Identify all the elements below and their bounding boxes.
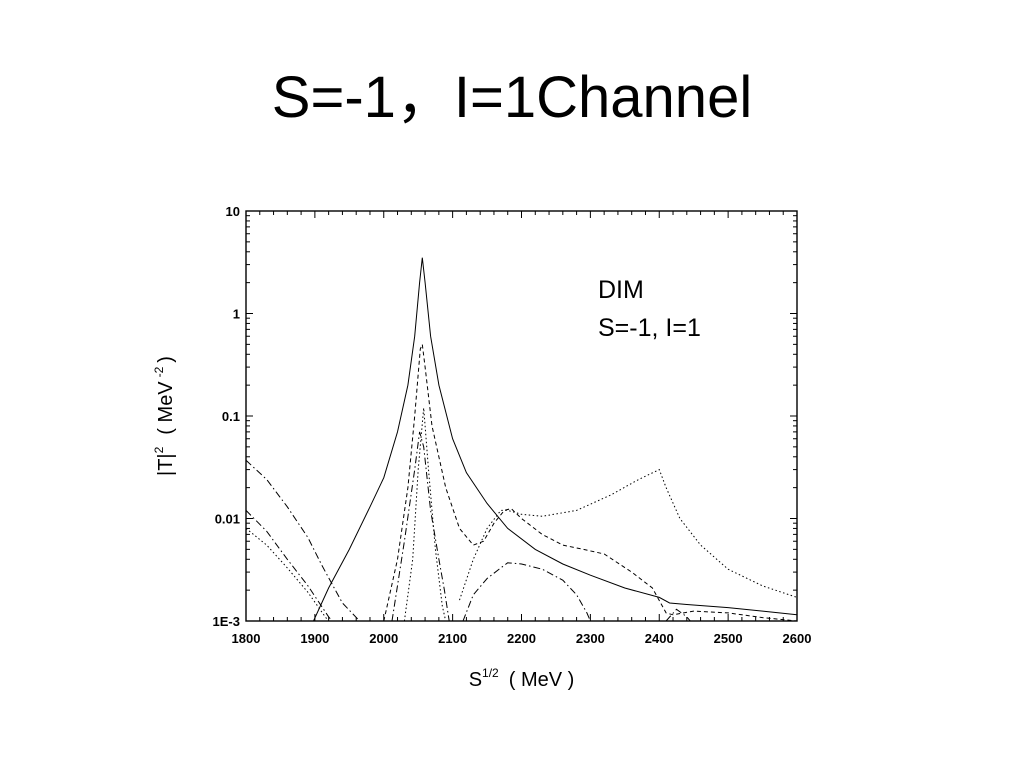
- x-tick-label: 2300: [576, 631, 605, 646]
- x-axis-label: S1/2( MeV ): [469, 666, 575, 691]
- y-tick-label: 1E-3: [213, 614, 240, 629]
- x-tick-label: 2000: [369, 631, 398, 646]
- series-line-7: [246, 510, 333, 621]
- y-tick-label: 10: [226, 204, 240, 219]
- series-line-9: [462, 562, 591, 621]
- chart-annotation: DIM: [598, 276, 644, 304]
- y-tick-label: 0.01: [215, 512, 240, 527]
- series-line-2: [403, 407, 447, 621]
- series-line-10: [665, 608, 691, 621]
- slide-title: S=-1，I=1Channel: [271, 65, 753, 130]
- x-tick-label: 2200: [507, 631, 536, 646]
- y-tick-label: 1: [233, 307, 240, 322]
- y-tick-label: 0.1: [222, 409, 240, 424]
- series-line-5: [383, 342, 797, 621]
- series-line-3: [459, 468, 797, 601]
- x-tick-label: 1900: [300, 631, 329, 646]
- series-line-8: [391, 431, 450, 621]
- x-tick-label: 2500: [714, 631, 743, 646]
- x-tick-label: 2600: [783, 631, 812, 646]
- plot-frame: [245, 210, 798, 622]
- x-tick-label: 2100: [438, 631, 467, 646]
- series-line-1: [313, 257, 797, 621]
- x-tick-label: 1800: [232, 631, 261, 646]
- x-tick-label: 2400: [645, 631, 674, 646]
- chart-annotation: S=-1, I=1: [598, 314, 701, 342]
- series-line-6: [246, 459, 360, 621]
- series-line-4: [246, 528, 329, 621]
- y-axis-label: |T|2( MeV-2): [152, 356, 177, 476]
